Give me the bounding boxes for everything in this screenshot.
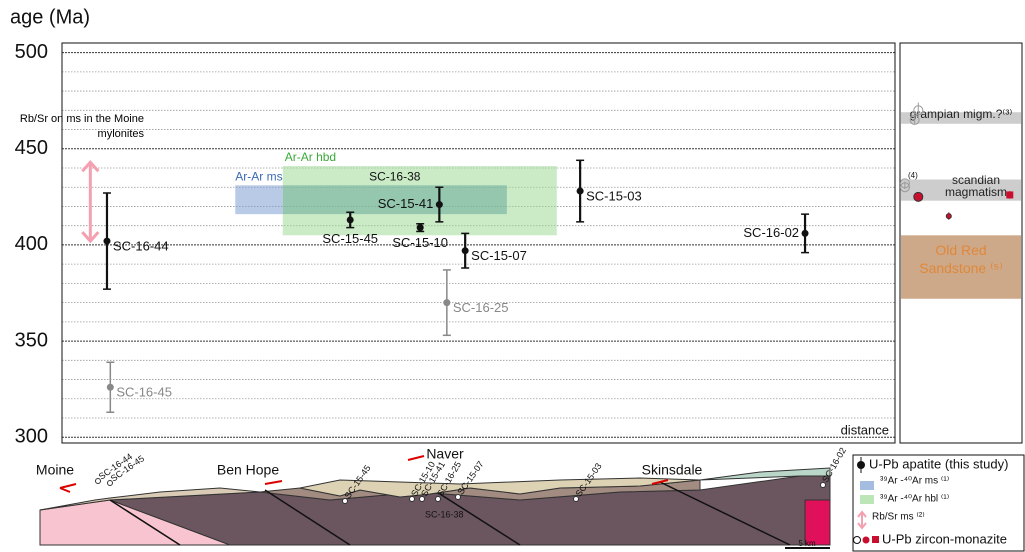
place-label: Naver: [426, 446, 464, 462]
age-range: [235, 185, 283, 215]
reference-label-box: grampian migm.?⁽³⁾: [909, 108, 1013, 122]
x-axis-label: distance: [841, 422, 889, 437]
scale-label: 5 km: [798, 539, 816, 548]
place-label: Moine: [36, 462, 74, 478]
sample-label: SC-15-03: [586, 189, 642, 204]
reference-point: [909, 114, 920, 125]
legend: [852, 454, 1025, 552]
sample-point: [443, 299, 451, 307]
range-label: Ar-Ar ms: [235, 169, 282, 183]
sample-label: SC-15-07: [471, 248, 527, 263]
legend-item: U-Pb zircon-monazite: [882, 531, 1007, 546]
reference-label-box: Old Red Sandstone ⁽⁵⁾: [919, 242, 1003, 277]
section-sample-site: [435, 496, 441, 502]
reference-frame: [899, 42, 1023, 444]
reference-label: Old Red Sandstone ⁽⁵⁾: [919, 242, 1003, 277]
place-label: Ben Hope: [217, 462, 279, 478]
rbsr-label: Rb/Sr on ms in the Moine mylonites: [19, 113, 144, 141]
sample-label: SC-16-25: [453, 300, 509, 315]
y-axis-label: age (Ma): [10, 6, 90, 28]
section-sample-label: SC-16-38: [425, 509, 464, 519]
legend-item: Rb/Sr ms ⁽²⁾: [872, 512, 925, 523]
section-sample-label: SC-16-02: [820, 446, 848, 484]
sample-label: SC-15-45: [322, 231, 378, 246]
y-tick-label: 400: [15, 233, 48, 255]
cross-section: [39, 455, 831, 549]
y-tick-label: 450: [15, 137, 48, 159]
section-sample-site: [573, 496, 579, 502]
range-label: SC-16-38: [369, 169, 421, 183]
sample-label: SC-16-02: [743, 225, 799, 240]
sample-point: [416, 224, 424, 232]
reference-point: [913, 191, 924, 202]
reference-point: [1006, 191, 1014, 199]
reference-point: [945, 213, 952, 220]
sample-point: [576, 187, 584, 195]
section-sample-site: [95, 478, 101, 484]
sample-point: [346, 216, 354, 224]
y-tick-label: 350: [15, 329, 48, 351]
sample-point: [435, 201, 443, 209]
rbsr-label-box: Rb/Sr on ms in the Moine mylonites: [19, 113, 144, 141]
age-range: [282, 185, 507, 215]
reference-label: scandian magmatism: [944, 173, 1007, 199]
reference-note: (4): [908, 171, 918, 180]
plot-frame: [61, 42, 896, 444]
reference-range: [901, 112, 1021, 124]
legend-item: U-Pb apatite (this study): [869, 456, 1008, 471]
sample-point: [461, 247, 469, 255]
reference-label-box: scandian magmatism: [944, 173, 1007, 199]
reference-range: [901, 235, 1021, 299]
section-sample-site: [820, 482, 826, 488]
range-label: Ar-Ar hbd: [285, 150, 336, 164]
y-tick-label: 300: [15, 426, 48, 448]
place-label: Skinsdale: [642, 462, 703, 478]
section-sample-site: [107, 480, 113, 486]
legend-item: ³⁹Ar -⁴⁰Ar hbl ⁽¹⁾: [880, 494, 949, 505]
sample-point: [103, 237, 111, 245]
rbsr-arrowheads: [81, 159, 100, 244]
section-sample-site: [342, 498, 348, 504]
section-sample-site: [455, 494, 461, 500]
sample-point: [106, 383, 114, 391]
reference-point: [899, 182, 910, 193]
sample-label: SC-16-44: [113, 239, 169, 254]
sample-point: [801, 229, 809, 237]
sample-label: SC-15-10: [392, 235, 448, 250]
legend-item: ³⁹Ar -⁴⁰Ar ms ⁽¹⁾: [880, 476, 949, 487]
reference-point: [913, 105, 924, 116]
section-sample-site: [419, 496, 425, 502]
section-sample-site: [409, 496, 415, 502]
reference-range: [901, 179, 1021, 201]
sample-label: SC-15-41: [378, 196, 434, 211]
reference-label: grampian migm.?⁽³⁾: [909, 108, 1013, 122]
sample-label: SC-16-45: [116, 385, 172, 400]
y-tick-label: 500: [15, 41, 48, 63]
